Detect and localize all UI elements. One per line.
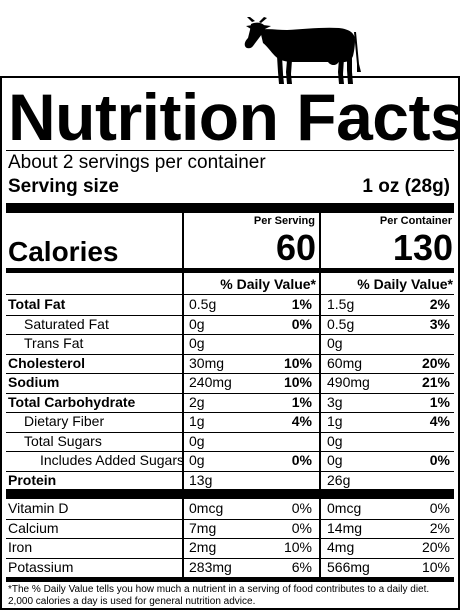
row-divider bbox=[6, 412, 454, 413]
container-daily-value: 3% bbox=[429, 315, 450, 332]
serving-daily-value: 10% bbox=[283, 354, 312, 371]
container-amount: 3g bbox=[327, 393, 343, 410]
daily-value-header-serving: % Daily Value* bbox=[220, 276, 316, 292]
nutrition-label-panel bbox=[0, 76, 460, 610]
serving-daily-value: 0% bbox=[291, 452, 312, 468]
serving-amount: 0g bbox=[189, 315, 205, 332]
row-divider bbox=[6, 518, 454, 520]
serving-daily-value: 0% bbox=[291, 315, 312, 332]
calories-per-container: 130 bbox=[392, 227, 453, 268]
row-divider bbox=[6, 373, 454, 374]
footnote: *The % Daily Value tells you how much a … bbox=[8, 584, 430, 607]
serving-amount: 1g bbox=[189, 413, 205, 429]
serving-amount: 0mcg bbox=[189, 500, 224, 516]
row-divider bbox=[6, 557, 454, 559]
calories-per-serving: 60 bbox=[275, 227, 316, 268]
container-daily-value: 20% bbox=[421, 354, 450, 371]
row-divider bbox=[6, 353, 454, 355]
container-amount: 0g bbox=[327, 452, 343, 468]
calories-label: Calories bbox=[8, 236, 119, 267]
row-divider bbox=[6, 538, 454, 539]
serving-amount: 0g bbox=[189, 335, 205, 351]
container-daily-value: 4% bbox=[429, 413, 450, 429]
row-divider bbox=[6, 470, 454, 472]
nutrient-name: Total Sugars bbox=[24, 432, 102, 449]
container-amount: 0mcg bbox=[327, 500, 362, 516]
column-divider-serving bbox=[182, 213, 184, 581]
container-amount: 490mg bbox=[327, 374, 370, 390]
per-container-header: Per Container bbox=[379, 215, 452, 227]
serving-amount: 0.5g bbox=[189, 296, 217, 312]
container-amount: 1.5g bbox=[327, 296, 355, 312]
vitamin-name: Iron bbox=[8, 539, 33, 555]
serving-daily-value: 0% bbox=[291, 500, 312, 516]
nutrient-name: Includes Added Sugars bbox=[40, 452, 184, 468]
row-divider bbox=[6, 392, 454, 394]
container-amount: 566mg bbox=[327, 558, 370, 575]
serving-size-label: Serving size bbox=[8, 176, 119, 197]
container-amount: 4mg bbox=[327, 539, 355, 555]
container-daily-value: 0% bbox=[429, 452, 450, 468]
container-daily-value: 20% bbox=[421, 539, 450, 555]
vitamin-name: Vitamin D bbox=[8, 500, 69, 516]
column-divider-container bbox=[319, 213, 321, 581]
divider-thick-vitamins bbox=[6, 489, 454, 499]
label-title: Nutrition Facts bbox=[8, 80, 460, 154]
serving-amount: 0g bbox=[189, 432, 205, 449]
servings-per-container: About 2 servings per container bbox=[8, 152, 266, 173]
nutrient-name: Saturated Fat bbox=[24, 315, 109, 332]
container-daily-value: 10% bbox=[421, 558, 450, 575]
row-divider bbox=[6, 334, 454, 335]
container-daily-value: 21% bbox=[421, 374, 450, 390]
nutrient-name: Cholesterol bbox=[8, 354, 86, 371]
serving-daily-value: 4% bbox=[291, 413, 312, 429]
container-daily-value: 0% bbox=[429, 500, 450, 516]
serving-daily-value: 10% bbox=[283, 539, 312, 555]
serving-daily-value: 0% bbox=[291, 519, 312, 536]
nutrient-name: Dietary Fiber bbox=[24, 413, 105, 429]
container-amount: 26g bbox=[327, 471, 351, 488]
vitamin-name: Calcium bbox=[8, 519, 59, 536]
container-amount: 1g bbox=[327, 413, 343, 429]
daily-value-header-container: % Daily Value* bbox=[357, 276, 453, 292]
serving-daily-value: 1% bbox=[291, 393, 312, 410]
serving-amount: 2g bbox=[189, 393, 205, 410]
row-divider bbox=[6, 451, 454, 452]
serving-amount: 7mg bbox=[189, 519, 217, 536]
divider-footnote bbox=[6, 577, 454, 582]
serving-amount: 283mg bbox=[189, 558, 232, 575]
per-serving-header: Per Serving bbox=[253, 215, 315, 227]
container-amount: 14mg bbox=[327, 519, 363, 536]
divider-medium bbox=[6, 268, 454, 273]
container-amount: 0g bbox=[327, 335, 343, 351]
serving-size-value: 1 oz (28g) bbox=[362, 176, 450, 197]
container-daily-value: 1% bbox=[429, 393, 450, 410]
serving-daily-value: 10% bbox=[283, 374, 312, 390]
nutrient-name: Sodium bbox=[8, 374, 60, 390]
row-divider bbox=[6, 314, 454, 316]
divider-thick bbox=[6, 203, 454, 213]
serving-amount: 13g bbox=[189, 471, 213, 488]
container-amount: 60mg bbox=[327, 354, 363, 371]
serving-amount: 30mg bbox=[189, 354, 225, 371]
container-daily-value: 2% bbox=[429, 519, 450, 536]
serving-amount: 2mg bbox=[189, 539, 217, 555]
nutrient-name: Total Carbohydrate bbox=[8, 393, 136, 410]
container-daily-value: 2% bbox=[429, 296, 450, 312]
container-amount: 0.5g bbox=[327, 315, 355, 332]
nutrient-name: Total Fat bbox=[8, 296, 66, 312]
row-divider bbox=[6, 431, 454, 433]
row-divider bbox=[6, 294, 454, 295]
nutrient-name: Trans Fat bbox=[24, 335, 84, 351]
serving-amount: 0g bbox=[189, 452, 205, 468]
serving-daily-value: 1% bbox=[291, 296, 312, 312]
nutrient-name: Protein bbox=[8, 471, 57, 488]
serving-daily-value: 6% bbox=[291, 558, 312, 575]
serving-amount: 240mg bbox=[189, 374, 232, 390]
container-amount: 0g bbox=[327, 432, 343, 449]
divider-thin bbox=[6, 150, 454, 151]
vitamin-name: Potassium bbox=[8, 558, 74, 575]
